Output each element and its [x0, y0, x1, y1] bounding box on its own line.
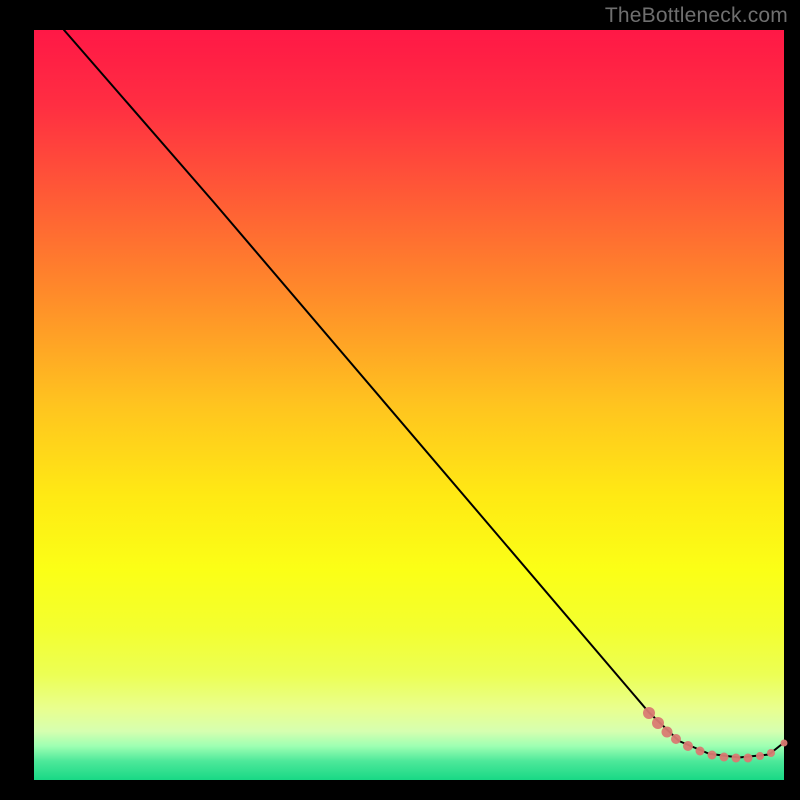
data-marker	[671, 734, 681, 744]
data-marker	[767, 749, 775, 757]
chart-stage: TheBottleneck.com	[0, 0, 800, 800]
data-marker	[683, 741, 693, 751]
data-marker	[696, 746, 705, 755]
data-marker	[643, 707, 655, 719]
data-marker	[708, 750, 717, 759]
plot-gradient-background	[34, 30, 784, 780]
data-marker	[756, 752, 764, 760]
data-marker	[744, 753, 753, 762]
watermark-text: TheBottleneck.com	[605, 4, 788, 28]
data-marker	[732, 753, 741, 762]
data-marker	[781, 739, 788, 746]
data-marker	[720, 752, 729, 761]
